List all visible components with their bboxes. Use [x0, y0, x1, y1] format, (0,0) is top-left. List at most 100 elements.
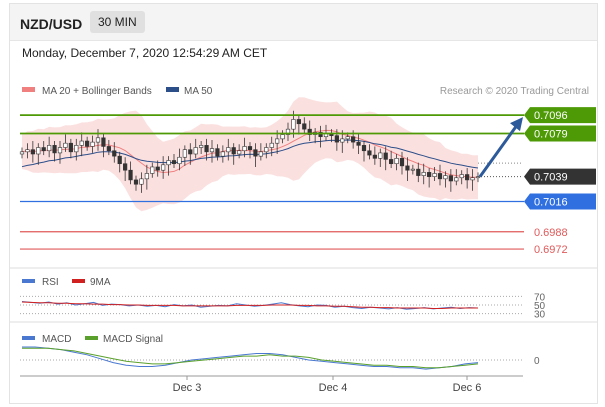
macd-zero-label: 0: [534, 356, 540, 367]
candle-body: [389, 159, 394, 165]
candle-body: [101, 137, 106, 147]
candle-body: [443, 175, 448, 180]
candle-body: [41, 147, 46, 152]
candle-body: [242, 146, 247, 152]
legend-swatch-bollinger: [22, 87, 35, 92]
candle-body: [63, 142, 68, 148]
candle-body: [334, 135, 339, 143]
candle-body: [356, 141, 361, 146]
level-label: 0.7079: [534, 128, 568, 140]
candle-body: [253, 149, 258, 157]
x-tick-label: Dec 6: [453, 382, 482, 394]
candle-body: [269, 142, 274, 148]
candle-body: [226, 147, 231, 153]
candle-body: [448, 175, 453, 182]
candle-body: [394, 158, 399, 165]
candle-body: [432, 173, 437, 177]
candle-body: [383, 152, 388, 160]
candle-body: [405, 165, 410, 171]
symbol-title: NZD/USD: [20, 16, 83, 32]
candle-body: [199, 145, 204, 148]
candle-body: [237, 150, 242, 155]
candle-body: [264, 147, 269, 153]
candle-body: [193, 147, 198, 155]
candle-body: [345, 136, 350, 140]
candle-body: [133, 179, 139, 185]
rsi-series-9ma: [21, 301, 478, 309]
candle-body: [188, 149, 193, 155]
candle-body: [285, 128, 291, 135]
legend-swatch-9ma: [72, 279, 85, 283]
candle-body: [296, 119, 301, 125]
level-label: 0.7096: [534, 110, 568, 122]
candle-body: [177, 156, 182, 165]
candle-body: [361, 145, 367, 152]
candle-body: [470, 177, 475, 181]
candle-body: [378, 152, 383, 159]
candle-body: [340, 138, 345, 143]
candle-body: [220, 151, 225, 157]
candle-body: [302, 123, 307, 130]
legend-swatch-ma50: [166, 87, 179, 92]
candle-body: [459, 174, 464, 179]
candle-body: [139, 178, 144, 185]
candle-body: [52, 145, 57, 154]
x-tick-label: Dec 4: [319, 382, 348, 394]
candle-body: [57, 147, 63, 154]
candle-body: [25, 149, 30, 153]
candle-body: [128, 169, 133, 181]
x-tick-label: Dec 3: [173, 382, 202, 394]
candle-body: [275, 138, 280, 144]
legend-macd-signal: MACD Signal: [103, 334, 163, 345]
legend-swatch-macd-signal: [85, 336, 98, 340]
candle-body: [215, 148, 220, 157]
candle-body: [465, 174, 470, 181]
level-tag: [524, 193, 596, 210]
macd-series-line: [22, 347, 479, 369]
legend-9ma: 9MA: [90, 277, 111, 288]
candle-body: [209, 148, 215, 153]
legend-swatch-rsi: [22, 279, 35, 283]
candle-body: [155, 166, 160, 171]
candle-body: [112, 150, 117, 157]
macd-series-line: [22, 346, 479, 370]
chart-frame: [9, 3, 598, 404]
candle-body: [410, 168, 415, 171]
candle-body: [166, 160, 171, 166]
legend-ma50: MA 50: [184, 86, 213, 97]
candle-body: [68, 142, 73, 153]
candle-body: [231, 147, 236, 155]
chart-datetime: Monday, December 7, 2020 12:54:29 AM CET: [22, 46, 268, 60]
candle-body: [247, 146, 253, 150]
candle-body: [117, 155, 122, 165]
candle-body: [291, 119, 296, 130]
forecast-arrow: [478, 124, 519, 178]
timeframe-button[interactable]: 30 MIN: [90, 11, 145, 33]
candle-body: [367, 150, 372, 156]
candle-body: [74, 145, 79, 153]
candle-body: [258, 151, 263, 157]
last-price-label: 0.7039: [534, 172, 568, 184]
legend-macd: MACD: [42, 334, 71, 345]
candle-body: [427, 172, 432, 177]
level-label: 0.6988: [534, 227, 568, 239]
rsi-level-label: 70: [534, 292, 546, 303]
level-label: 0.7016: [534, 197, 568, 209]
credit-text: Research © 2020 Trading Central: [440, 86, 589, 97]
candle-body: [106, 146, 111, 152]
rsi-level-label: 50: [534, 301, 546, 312]
candle-body: [399, 158, 405, 167]
candle-body: [95, 137, 101, 143]
candle-body: [19, 151, 25, 155]
candle-body: [171, 160, 177, 165]
candle-body: [351, 136, 356, 143]
legend-rsi: RSI: [42, 277, 59, 288]
candle-body: [30, 149, 35, 155]
legend-swatch-macd: [22, 336, 35, 340]
chart-header: NZD/USD 30 MIN: [10, 4, 597, 41]
candle-body: [307, 128, 312, 135]
candle-body: [421, 172, 426, 176]
candle-body: [161, 164, 166, 171]
candle-body: [318, 132, 323, 138]
